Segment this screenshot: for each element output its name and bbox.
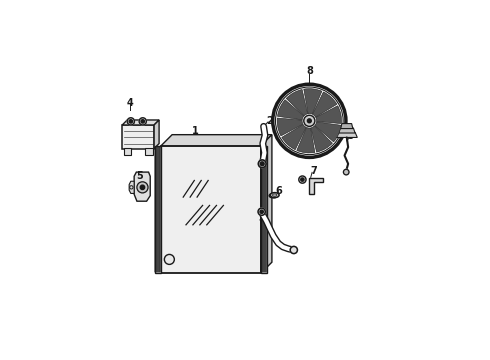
Text: 3: 3 bbox=[258, 213, 265, 223]
Circle shape bbox=[137, 182, 148, 193]
Polygon shape bbox=[122, 125, 154, 149]
Ellipse shape bbox=[270, 193, 279, 198]
Bar bbox=[145, 148, 153, 155]
Polygon shape bbox=[309, 177, 323, 194]
Ellipse shape bbox=[269, 193, 277, 198]
Wedge shape bbox=[315, 122, 341, 142]
Wedge shape bbox=[297, 127, 315, 153]
Wedge shape bbox=[286, 90, 308, 116]
Text: 6: 6 bbox=[275, 186, 282, 196]
Circle shape bbox=[127, 118, 134, 125]
Circle shape bbox=[304, 115, 315, 126]
Bar bbox=[123, 148, 131, 155]
Wedge shape bbox=[313, 92, 337, 117]
Ellipse shape bbox=[272, 194, 277, 196]
Polygon shape bbox=[161, 146, 261, 273]
Wedge shape bbox=[277, 118, 303, 136]
Bar bbox=[261, 146, 267, 273]
Bar bbox=[155, 146, 161, 273]
Circle shape bbox=[301, 178, 304, 181]
Text: 7: 7 bbox=[310, 166, 317, 176]
Circle shape bbox=[258, 160, 266, 168]
Circle shape bbox=[299, 176, 306, 183]
Circle shape bbox=[258, 208, 265, 215]
Circle shape bbox=[164, 255, 174, 264]
Circle shape bbox=[141, 120, 145, 123]
Circle shape bbox=[129, 120, 132, 123]
Text: 2: 2 bbox=[266, 116, 272, 126]
Circle shape bbox=[260, 162, 264, 166]
Circle shape bbox=[140, 185, 145, 190]
Polygon shape bbox=[161, 135, 272, 146]
Text: 9: 9 bbox=[347, 131, 354, 141]
Wedge shape bbox=[282, 125, 306, 150]
Wedge shape bbox=[316, 106, 342, 123]
Polygon shape bbox=[122, 120, 159, 125]
Circle shape bbox=[343, 169, 349, 175]
Polygon shape bbox=[341, 123, 353, 129]
Wedge shape bbox=[277, 100, 304, 120]
Polygon shape bbox=[261, 135, 272, 273]
Polygon shape bbox=[336, 132, 357, 138]
Circle shape bbox=[139, 118, 147, 125]
Text: 5: 5 bbox=[136, 171, 143, 181]
Polygon shape bbox=[129, 181, 134, 193]
Text: 1: 1 bbox=[192, 126, 199, 135]
Circle shape bbox=[307, 119, 311, 123]
Polygon shape bbox=[134, 172, 150, 201]
Circle shape bbox=[290, 246, 297, 253]
Polygon shape bbox=[339, 128, 355, 133]
Polygon shape bbox=[154, 120, 159, 149]
Wedge shape bbox=[304, 89, 322, 114]
Wedge shape bbox=[311, 126, 333, 152]
Text: 4: 4 bbox=[126, 98, 133, 108]
Circle shape bbox=[260, 210, 263, 213]
Circle shape bbox=[273, 84, 346, 157]
Text: 8: 8 bbox=[306, 66, 313, 76]
